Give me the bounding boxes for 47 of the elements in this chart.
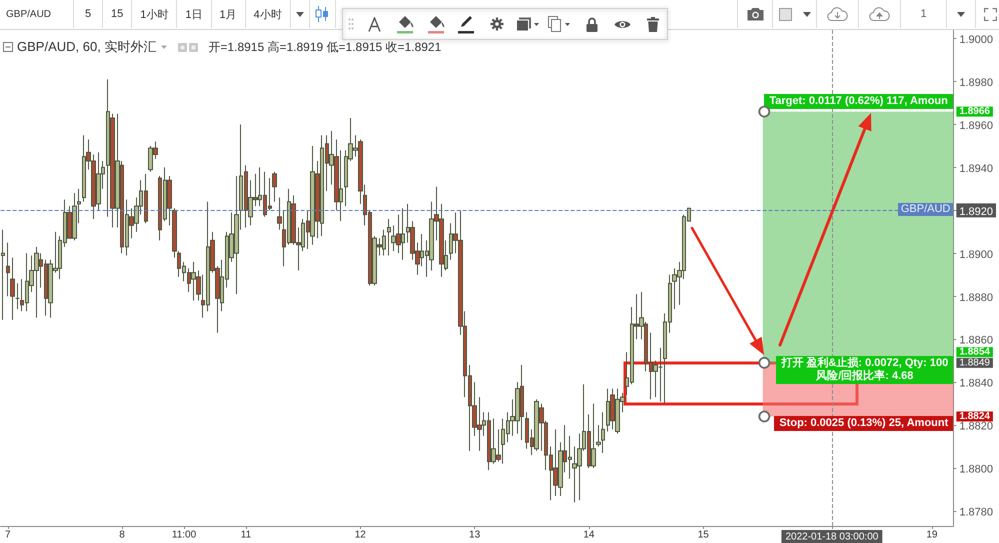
- candlestick: [15, 282, 20, 310]
- y-tick-label: 1.8800: [959, 464, 994, 476]
- candlestick: [591, 403, 596, 469]
- y-tick-label: 1.8940: [959, 162, 994, 175]
- text: 4小时: [246, 0, 291, 28]
- x-tick-label: 2022-01-18 03:00:00: [785, 532, 879, 542]
- y-tick-label: 1.8920: [959, 206, 994, 218]
- annotation: 打开 盈利&止损: 0.0072, Qty: 100 风险/回报比率: 4.68: [776, 356, 954, 384]
- y2-tick-label: 1.8966: [959, 106, 990, 118]
- text: 15: [103, 0, 132, 28]
- y2-tick-label: 1.8849: [959, 357, 990, 368]
- annotation: Target: 0.0117 (0.62%) 117, Amoun: [764, 94, 953, 109]
- y-tick-label: 1.8780: [959, 506, 994, 518]
- text: 1月: [212, 0, 246, 28]
- text: 5: [74, 0, 104, 28]
- y-tick-label: 1.8820: [959, 420, 994, 433]
- y-tick-label: 1.8860: [959, 334, 994, 347]
- text: 1日: [177, 0, 212, 28]
- text: 1小时: [132, 0, 178, 28]
- x-tick-label: 11: [240, 530, 252, 540]
- y-tick-label: 1.8980: [959, 77, 994, 90]
- candlestick: [387, 218, 391, 256]
- x-tick-label: 14: [583, 530, 595, 540]
- x-tick-label: 19: [926, 530, 938, 540]
- y-tick-label: 1.8840: [959, 378, 994, 390]
- y-tick-label: 1.8960: [959, 120, 994, 132]
- text: 1: [901, 0, 947, 28]
- text: GBP/AUD, 60, 实时外汇: [17, 38, 156, 56]
- y2-tick-label: 1.8854: [959, 346, 990, 358]
- candlestick: [1, 229, 5, 320]
- x-tick-label: 7: [4, 530, 11, 540]
- x-tick-label: 12: [354, 530, 366, 540]
- y2-tick-label: 1.8824: [959, 410, 990, 422]
- x-tick-label: 11:00: [172, 530, 197, 540]
- y-tick-label: 1.8900: [959, 248, 994, 261]
- ref-line-label: GBP/AUD: [898, 203, 954, 216]
- x-tick-label: 15: [698, 530, 710, 540]
- x-tick-label: 8: [119, 530, 126, 540]
- candlestick: [6, 242, 10, 297]
- text: GBP/AUD: [0, 0, 74, 28]
- y-tick-label: 1.8880: [959, 292, 994, 304]
- candlestick: [10, 257, 15, 320]
- annotation: Stop: 0.0025 (0.13%) 25, Amount: [774, 416, 954, 432]
- text: 开=1.8915 高=1.8919 低=1.8915 收=1.8921: [208, 38, 442, 56]
- y-tick-label: 1.9000: [959, 34, 994, 46]
- candlestick: [272, 171, 277, 202]
- x-tick-label: 13: [469, 530, 481, 540]
